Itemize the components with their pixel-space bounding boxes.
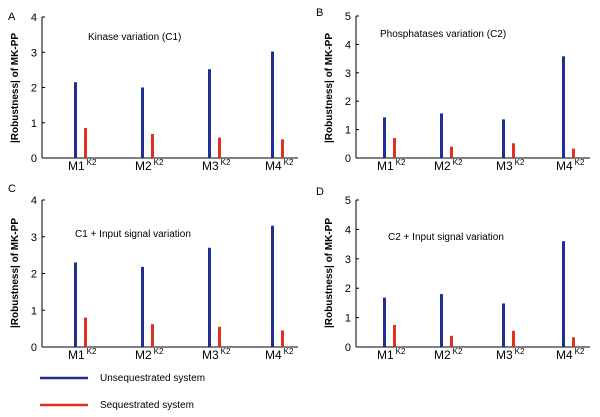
bar-unsequestrated-m3: [208, 247, 211, 347]
bar-unsequestrated-m3: [502, 303, 505, 347]
bar-sequestrated-m4: [281, 330, 284, 347]
chart-panel-a: 0 1 2 3 4 |Robustness| of MK-PP A Kinase variat…: [8, 11, 298, 173]
bar-unsequestrated-m2: [141, 266, 144, 347]
bar-unsequestrated-m1: [74, 82, 77, 158]
bar-sequestrated-m2: [151, 134, 154, 158]
y-tick-label: 4: [31, 12, 37, 24]
x-tick-label: M4 K2: [556, 347, 585, 362]
bar-unsequestrated-m3: [208, 69, 211, 158]
panel-letter: B: [316, 7, 323, 19]
y-tick-label: 1: [345, 125, 351, 137]
x-tick-label: M4 K2: [265, 347, 294, 362]
y-tick-label: 3: [345, 254, 351, 266]
y-tick-label: 2: [31, 269, 37, 281]
y-axis-label: |Robustness| of MK-PP: [10, 33, 21, 143]
x-tick-label: M4 K2: [265, 158, 294, 173]
y-tick-label: 3: [31, 232, 37, 244]
bar-unsequestrated-m4: [271, 225, 274, 347]
bar-sequestrated-m1: [84, 317, 87, 347]
bar-sequestrated-m1: [393, 138, 396, 158]
legend-label: Unsequestrated system: [100, 373, 205, 384]
bar-sequestrated-m4: [572, 337, 575, 347]
panel-title: C1 + Input signal variation: [75, 229, 191, 240]
y-tick-label: 0: [31, 153, 37, 165]
x-tick-label: M2 K2: [434, 158, 463, 173]
x-tick-label: M1 K2: [377, 158, 406, 173]
y-tick-label: 3: [31, 47, 37, 59]
bar-unsequestrated-m1: [74, 262, 77, 347]
chart-panel-c: 0 1 2 3 4 |Robustness| of MK-PP C C1 + Input si…: [8, 183, 298, 362]
bar-unsequestrated-m4: [562, 56, 565, 158]
x-tick-label: M3 K2: [496, 158, 525, 173]
y-tick-label: 2: [345, 96, 351, 108]
bar-sequestrated-m3: [218, 137, 221, 158]
panel-title: Kinase variation (C1): [88, 32, 181, 43]
y-tick-label: 0: [345, 153, 351, 165]
x-tick-label: M4 K2: [556, 158, 585, 173]
x-tick-label: M3 K2: [202, 347, 231, 362]
y-tick-label: 1: [345, 313, 351, 325]
x-tick-label: M2 K2: [434, 347, 463, 362]
bar-sequestrated-m2: [450, 335, 453, 347]
y-tick-label: 0: [31, 342, 37, 354]
y-tick-label: 0: [345, 342, 351, 354]
bar-unsequestrated-m2: [141, 87, 144, 158]
bar-unsequestrated-m3: [502, 119, 505, 158]
y-axis-label: |Robustness| of MK-PP: [10, 218, 21, 328]
chart-panel-d: 0 1 2 3 4 5 |Robustness| of MK-PP D C2 + Input s…: [316, 186, 590, 362]
x-tick-label: M3 K2: [496, 347, 525, 362]
panel-letter: A: [8, 11, 16, 23]
y-tick-label: 5: [345, 11, 351, 23]
x-tick-label: M2 K2: [135, 347, 164, 362]
bar-unsequestrated-m1: [383, 297, 386, 347]
y-tick-label: 4: [31, 195, 37, 207]
panel-letter: D: [316, 186, 324, 198]
x-tick-label: M2 K2: [135, 158, 164, 173]
y-tick-label: 2: [31, 83, 37, 95]
x-tick-label: M3 K2: [202, 158, 231, 173]
bar-sequestrated-m3: [512, 143, 515, 158]
panel-letter: C: [8, 183, 16, 195]
bar-sequestrated-m2: [450, 146, 453, 158]
bar-sequestrated-m1: [84, 128, 87, 158]
x-tick-label: M1 K2: [68, 347, 97, 362]
y-tick-label: 5: [345, 195, 351, 207]
bar-unsequestrated-m4: [562, 241, 565, 347]
bar-sequestrated-m1: [393, 324, 396, 347]
y-axis-label: |Robustness| of MK-PP: [324, 33, 335, 143]
bar-unsequestrated-m2: [440, 294, 443, 347]
bar-sequestrated-m2: [151, 324, 154, 347]
y-axis-label: |Robustness| of MK-PP: [324, 218, 335, 328]
x-tick-label: M1 K2: [377, 347, 406, 362]
bar-unsequestrated-m2: [440, 113, 443, 158]
y-tick-label: 4: [345, 224, 351, 236]
legend-label: Sequestrated system: [100, 400, 194, 411]
bar-sequestrated-m3: [218, 326, 221, 347]
y-tick-label: 1: [31, 118, 37, 130]
panel-title: Phosphatases variation (C2): [380, 29, 506, 40]
bar-sequestrated-m4: [572, 148, 575, 158]
bar-unsequestrated-m1: [383, 117, 386, 158]
bar-sequestrated-m3: [512, 330, 515, 347]
panel-title: C2 + Input signal variation: [388, 232, 504, 243]
y-tick-label: 2: [345, 283, 351, 295]
bar-sequestrated-m4: [281, 139, 284, 158]
bar-unsequestrated-m4: [271, 51, 274, 158]
y-tick-label: 3: [345, 68, 351, 80]
chart-panel-b: 0 1 2 3 4 5 |Robustness| of MK-PP B Phosphatases…: [316, 7, 590, 173]
legend: Unsequestrated system Sequestrated system: [40, 373, 205, 411]
x-tick-label: M1 K2: [68, 158, 97, 173]
y-tick-label: 4: [345, 39, 351, 51]
y-tick-label: 1: [31, 305, 37, 317]
